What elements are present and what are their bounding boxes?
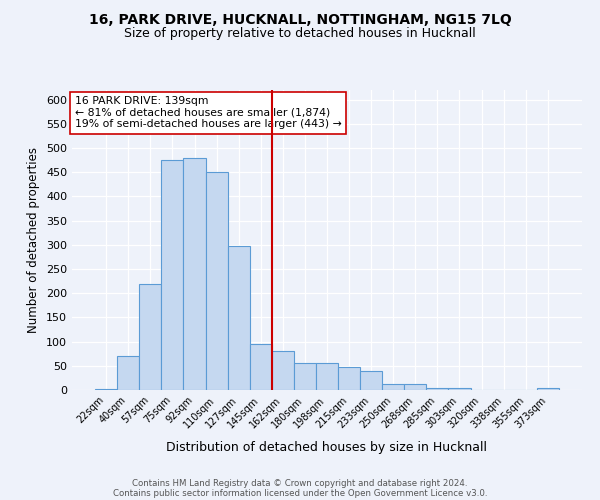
Text: Contains HM Land Registry data © Crown copyright and database right 2024.: Contains HM Land Registry data © Crown c… [132,478,468,488]
X-axis label: Distribution of detached houses by size in Hucknall: Distribution of detached houses by size … [167,441,487,454]
Bar [316,364,338,390]
Text: Size of property relative to detached houses in Hucknall: Size of property relative to detached ho… [124,28,476,40]
Bar [360,370,382,390]
Y-axis label: Number of detached properties: Number of detached properties [28,147,40,333]
Bar [537,388,559,390]
Bar [117,356,139,390]
Bar [404,384,427,390]
Bar [448,388,470,390]
Text: Contains public sector information licensed under the Open Government Licence v3: Contains public sector information licen… [113,488,487,498]
Bar [382,384,404,390]
Bar [139,284,161,390]
Bar [338,368,360,390]
Bar [161,160,184,390]
Bar [250,344,272,390]
Bar [184,158,206,390]
Bar [95,388,117,390]
Bar [227,246,250,390]
Bar [427,388,448,390]
Bar [206,172,227,390]
Text: 16, PARK DRIVE, HUCKNALL, NOTTINGHAM, NG15 7LQ: 16, PARK DRIVE, HUCKNALL, NOTTINGHAM, NG… [89,12,511,26]
Text: 16 PARK DRIVE: 139sqm
← 81% of detached houses are smaller (1,874)
19% of semi-d: 16 PARK DRIVE: 139sqm ← 81% of detached … [74,96,341,129]
Bar [294,364,316,390]
Bar [272,352,294,390]
